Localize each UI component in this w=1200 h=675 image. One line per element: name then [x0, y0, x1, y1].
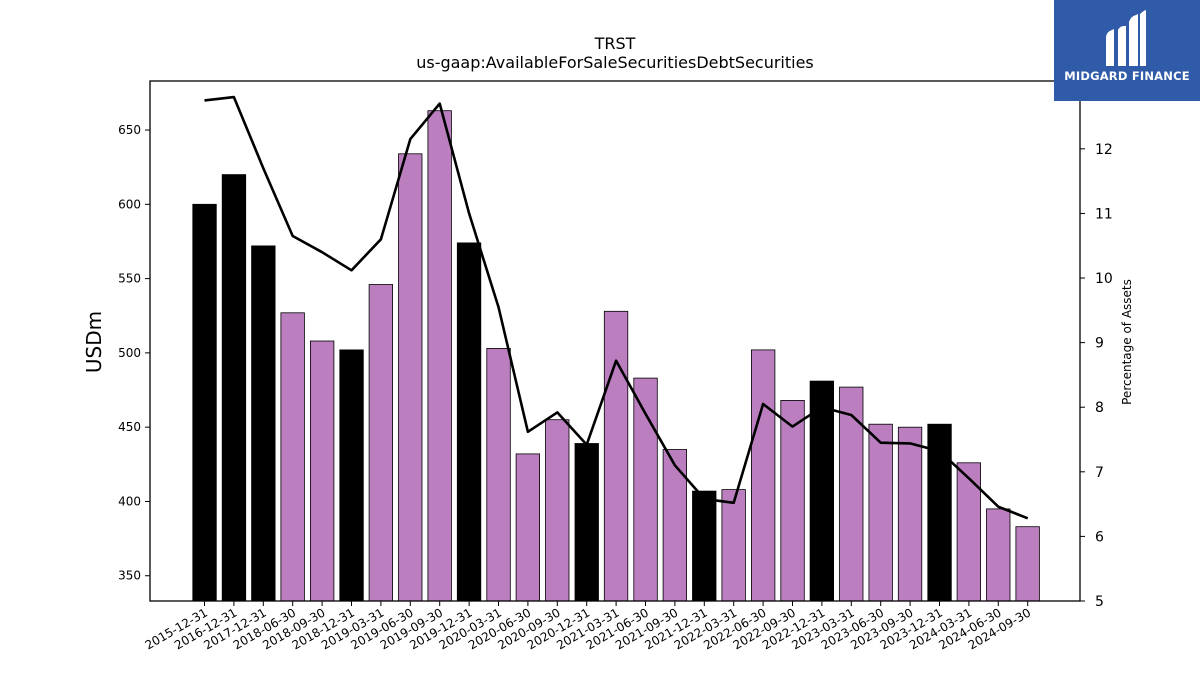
- y-tick-label: 650: [118, 123, 141, 137]
- y-tick-label: 600: [118, 197, 141, 211]
- bar-2020-06-30: [515, 453, 540, 602]
- chart-title: TRST: [594, 34, 636, 53]
- bar-2022-06-30: [751, 349, 776, 602]
- y2-tick-label: 11: [1095, 206, 1113, 222]
- bar-2022-03-31: [721, 489, 746, 602]
- y-tick-label: 500: [118, 346, 141, 360]
- bar-2018-06-30: [280, 312, 305, 602]
- bar-2019-06-30: [398, 153, 423, 602]
- bar-2019-12-31: [456, 242, 482, 602]
- bar-2021-09-30: [662, 449, 687, 602]
- bar-2024-09-30: [1015, 526, 1040, 602]
- bar-2020-03-31: [486, 347, 511, 602]
- bar-2021-12-31: [692, 490, 717, 602]
- logo-text: MIDGARD FINANCE: [1064, 69, 1190, 83]
- bar-2018-09-30: [309, 340, 335, 602]
- line-series: [204, 95, 1029, 520]
- y2-tick-label: 5: [1095, 594, 1104, 610]
- y2-tick-label: 9: [1095, 336, 1104, 352]
- y-tick-label: 550: [118, 272, 141, 286]
- bar-2015-12-31: [192, 203, 217, 602]
- bar-series: [192, 110, 1040, 602]
- chart-subtitle: us-gaap:AvailableForSaleSecuritiesDebtSe…: [416, 53, 814, 72]
- bar-2019-09-30: [427, 110, 452, 602]
- bar-2023-06-30: [868, 423, 893, 602]
- bar-2023-09-30: [897, 426, 923, 602]
- y2-tick-label: 7: [1095, 465, 1104, 481]
- bar-2020-09-30: [545, 419, 570, 602]
- brand-logo: MIDGARD FINANCE: [1054, 0, 1200, 101]
- y2-axis-label: Percentage of Assets: [1120, 279, 1134, 405]
- bar-2016-12-31: [221, 174, 247, 602]
- bar-2024-06-30: [986, 508, 1011, 602]
- bar-2024-03-31: [956, 462, 981, 602]
- bar-2020-12-31: [574, 443, 599, 602]
- percentage-of-assets-line: [204, 95, 1029, 520]
- y-axis-label: USDm: [82, 311, 106, 373]
- bar-2023-03-31: [839, 386, 864, 602]
- y-tick-label: 350: [118, 569, 141, 583]
- bar-2017-12-31: [251, 245, 276, 602]
- y-tick-label: 450: [118, 420, 141, 434]
- bar-2022-09-30: [780, 399, 805, 602]
- bar-2021-03-31: [603, 310, 629, 602]
- plot-frame: [149, 80, 1081, 602]
- y-tick-label: 400: [118, 494, 141, 508]
- y2-tick-label: 8: [1095, 400, 1104, 416]
- bar-2018-12-31: [339, 349, 364, 602]
- bar-2019-03-31: [368, 284, 394, 602]
- y2-tick-label: 10: [1095, 271, 1113, 287]
- y2-tick-label: 6: [1095, 529, 1104, 545]
- midgard-logo-icon: [1106, 10, 1146, 66]
- y2-tick-label: 12: [1095, 142, 1113, 158]
